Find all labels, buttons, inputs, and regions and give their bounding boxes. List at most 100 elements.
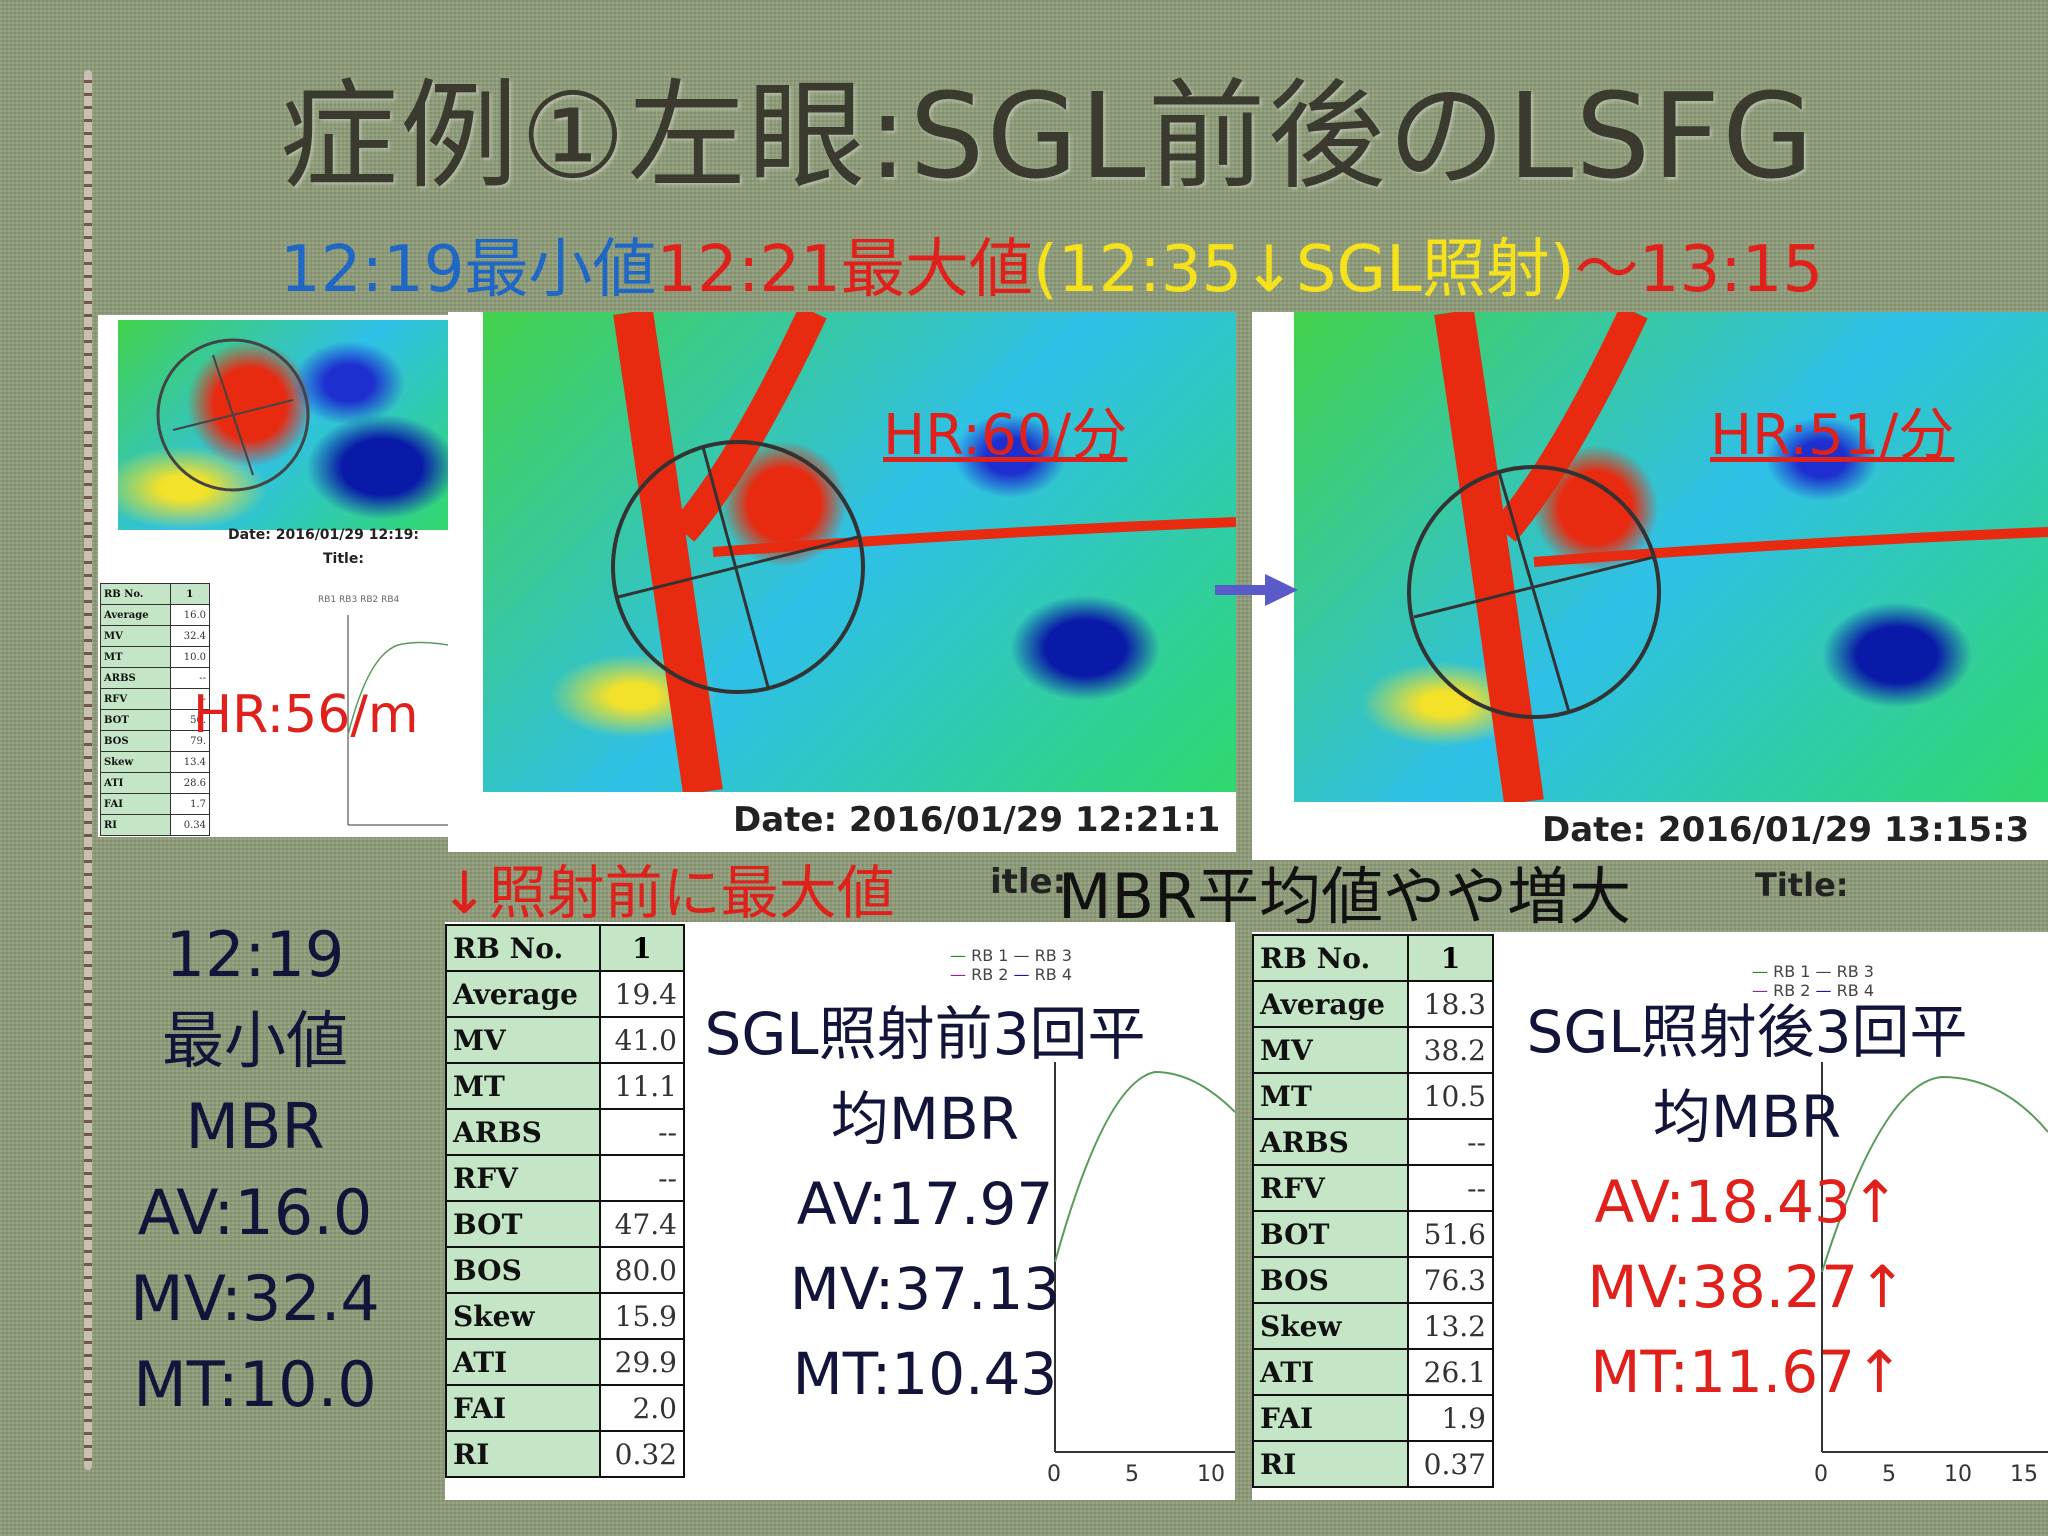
before-legend: — RB 1 — RB 3 — RB 2 — RB 4 xyxy=(950,946,1072,984)
left-summary-mv: MV:32.4 xyxy=(130,1262,380,1335)
left-summary-av: AV:16.0 xyxy=(137,1176,373,1249)
table-key: RFV xyxy=(100,688,171,710)
panel-before-top: HR:60/分 Date: 2016/01/29 12:21:1 xyxy=(448,312,1236,852)
table-row: Average 18.3 xyxy=(1252,980,1495,1028)
table-value: 11.1 xyxy=(598,1062,686,1110)
table-row: Skew 15.9 xyxy=(445,1292,686,1340)
table-key: BOS xyxy=(1252,1256,1409,1304)
before-summary: SGL照射前3回平 均MBR AV:17.97 MV:37.13 MT:10.4… xyxy=(690,992,1160,1417)
table-value: 19.4 xyxy=(598,970,686,1018)
panel-before-bottom: RB No. 1 Average 19.4 MV 41.0 MT 11.1 ARBS -- RFV -… xyxy=(445,922,1235,1500)
table-row: BOT 47.4 xyxy=(445,1200,686,1248)
rb-table-after: RB No. 1 Average 18.3 MV 38.2 MT 10.5 ARBS -- RFV -… xyxy=(1252,934,1495,1488)
table-value: 1.9 xyxy=(1406,1394,1495,1442)
table-key: RFV xyxy=(1252,1164,1409,1212)
table-key: RI xyxy=(100,814,171,836)
small-graph xyxy=(347,615,448,826)
subtitle-sgl: (12:35↓SGL照射) xyxy=(1032,233,1575,307)
before-summary-mv: MV:37.13 xyxy=(789,1255,1061,1323)
table-row: BOS 79. xyxy=(100,730,211,752)
table-row: FAI 1.7 xyxy=(100,793,211,815)
after-summary-heading1: SGL照射後3回平 xyxy=(1526,998,1968,1066)
table-row: RI 0.37 xyxy=(1252,1440,1495,1488)
table-value: 80.0 xyxy=(598,1246,686,1294)
table-row: BOS 80.0 xyxy=(445,1246,686,1294)
slide-title: 症例①左眼:SGL前後のLSFG xyxy=(280,67,1816,205)
table-value: 76.3 xyxy=(1406,1256,1495,1304)
table-key: Skew xyxy=(445,1292,601,1340)
after-summary: SGL照射後3回平 均MBR AV:18.43↑ MV:38.27↑ MT:11… xyxy=(1497,990,1997,1415)
subtitle-min: 12:19最小値 xyxy=(280,233,657,307)
table-key: BOS xyxy=(100,730,171,752)
before-summary-mt: MT:10.43 xyxy=(792,1340,1058,1408)
table-row: ARBS -- xyxy=(1252,1118,1495,1166)
left-summary-mbr: MBR xyxy=(185,1090,325,1163)
table-key: FAI xyxy=(100,793,171,815)
rb-table-before: RB No. 1 Average 19.4 MV 41.0 MT 11.1 ARBS -- RFV -… xyxy=(445,924,686,1478)
table-row: RB No. 1 xyxy=(445,924,686,972)
table-value: 15.9 xyxy=(598,1292,686,1340)
table-key: BOT xyxy=(100,709,171,731)
table-row: FAI 1.9 xyxy=(1252,1394,1495,1442)
rim-circle-before xyxy=(611,312,1236,795)
table-value: 13.4 xyxy=(169,751,211,773)
after-summary-av: AV:18.43↑ xyxy=(1594,1168,1900,1236)
mbr-note: MBR平均値やや増大 xyxy=(1058,860,1632,933)
table-row: Skew 13.4 xyxy=(100,751,211,773)
after-date: Date: 2016/01/29 13:15:3 xyxy=(1542,810,2030,850)
table-row: BOS 76.3 xyxy=(1252,1256,1495,1304)
table-value: -- xyxy=(598,1154,686,1202)
table-key: MT xyxy=(445,1062,601,1110)
rb-table-small: RB No. 1 Average 16.0 MV 32.4 MT 10.0 ARBS -- RFV -… xyxy=(100,583,211,836)
table-value: 1.7 xyxy=(169,793,211,815)
before-summary-heading2: 均MBR xyxy=(830,1085,1020,1153)
before-summary-av: AV:17.97 xyxy=(796,1170,1054,1238)
table-key: ATI xyxy=(1252,1348,1409,1396)
table-value: -- xyxy=(169,667,211,689)
table-value: 1 xyxy=(169,583,211,605)
small-date: Date: 2016/01/29 12:19: xyxy=(228,527,419,543)
binding-strip xyxy=(84,70,92,1470)
table-row: ARBS -- xyxy=(445,1108,686,1156)
table-key: MT xyxy=(1252,1072,1409,1120)
table-row: RFV -- xyxy=(1252,1164,1495,1212)
table-value: 1 xyxy=(1406,934,1495,982)
small-title-label: Title: xyxy=(323,551,364,567)
panel-small: Date: 2016/01/29 12:19: Title: RB No. 1 Av… xyxy=(98,315,448,837)
table-row: RFV -- xyxy=(100,688,211,710)
table-key: ATI xyxy=(445,1338,601,1386)
table-value: -- xyxy=(1406,1164,1495,1212)
before-date: Date: 2016/01/29 12:21:1 xyxy=(733,800,1221,840)
table-row: ARBS -- xyxy=(100,667,211,689)
small-hr: HR:56/m xyxy=(193,685,419,745)
panel-after-top: HR:51/分 Date: 2016/01/29 13:15:3 xyxy=(1252,312,2048,860)
before-title-label: itle: xyxy=(990,862,1067,902)
before-hr: HR:60/分 xyxy=(883,403,1128,468)
before-summary-heading1: SGL照射前3回平 xyxy=(704,1000,1146,1068)
table-row: Skew 13.2 xyxy=(1252,1302,1495,1350)
table-key: RFV xyxy=(445,1154,601,1202)
after-summary-mv: MV:38.27↑ xyxy=(1587,1253,1907,1321)
table-row: MV 41.0 xyxy=(445,1016,686,1064)
table-row: RB No. 1 xyxy=(1252,934,1495,982)
table-row: Average 19.4 xyxy=(445,970,686,1018)
slide-subtitle: 12:19最小値12:21最大値(12:35↓SGL照射)〜13:15 xyxy=(280,218,1823,310)
table-key: RI xyxy=(1252,1440,1409,1488)
table-key: MV xyxy=(100,625,171,647)
table-key: BOS xyxy=(445,1246,601,1294)
table-row: MV 38.2 xyxy=(1252,1026,1495,1074)
rim-circle-after xyxy=(1407,312,2048,805)
table-row: RB No. 1 xyxy=(100,583,211,605)
table-value: 28.6 xyxy=(169,772,211,794)
table-value: 0.37 xyxy=(1406,1440,1495,1488)
fundus-image-small xyxy=(118,320,448,530)
table-key: FAI xyxy=(445,1384,601,1432)
table-value: 51.6 xyxy=(1406,1210,1495,1258)
table-value: 32.4 xyxy=(169,625,211,647)
table-row: RFV -- xyxy=(445,1154,686,1202)
table-key: MT xyxy=(100,646,171,668)
left-summary-time: 12:19 xyxy=(165,918,345,991)
table-row: FAI 2.0 xyxy=(445,1384,686,1432)
table-row: ATI 28.6 xyxy=(100,772,211,794)
table-key: ARBS xyxy=(1252,1118,1409,1166)
